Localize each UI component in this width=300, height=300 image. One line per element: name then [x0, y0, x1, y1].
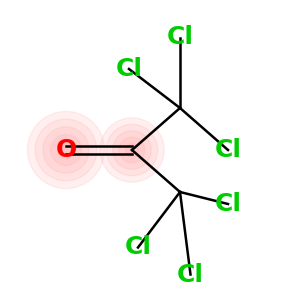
Text: Cl: Cl: [214, 192, 242, 216]
Circle shape: [106, 124, 158, 176]
Circle shape: [126, 144, 138, 156]
Circle shape: [35, 119, 97, 181]
Circle shape: [119, 137, 145, 163]
Circle shape: [27, 111, 105, 189]
Text: Cl: Cl: [177, 262, 204, 286]
Circle shape: [113, 131, 151, 169]
Circle shape: [58, 142, 74, 158]
Text: Cl: Cl: [124, 236, 152, 260]
Circle shape: [100, 118, 164, 182]
Text: Cl: Cl: [167, 26, 194, 50]
Circle shape: [51, 135, 81, 165]
Text: Cl: Cl: [116, 57, 142, 81]
Circle shape: [43, 127, 89, 173]
Text: Cl: Cl: [214, 138, 242, 162]
Text: O: O: [56, 138, 76, 162]
